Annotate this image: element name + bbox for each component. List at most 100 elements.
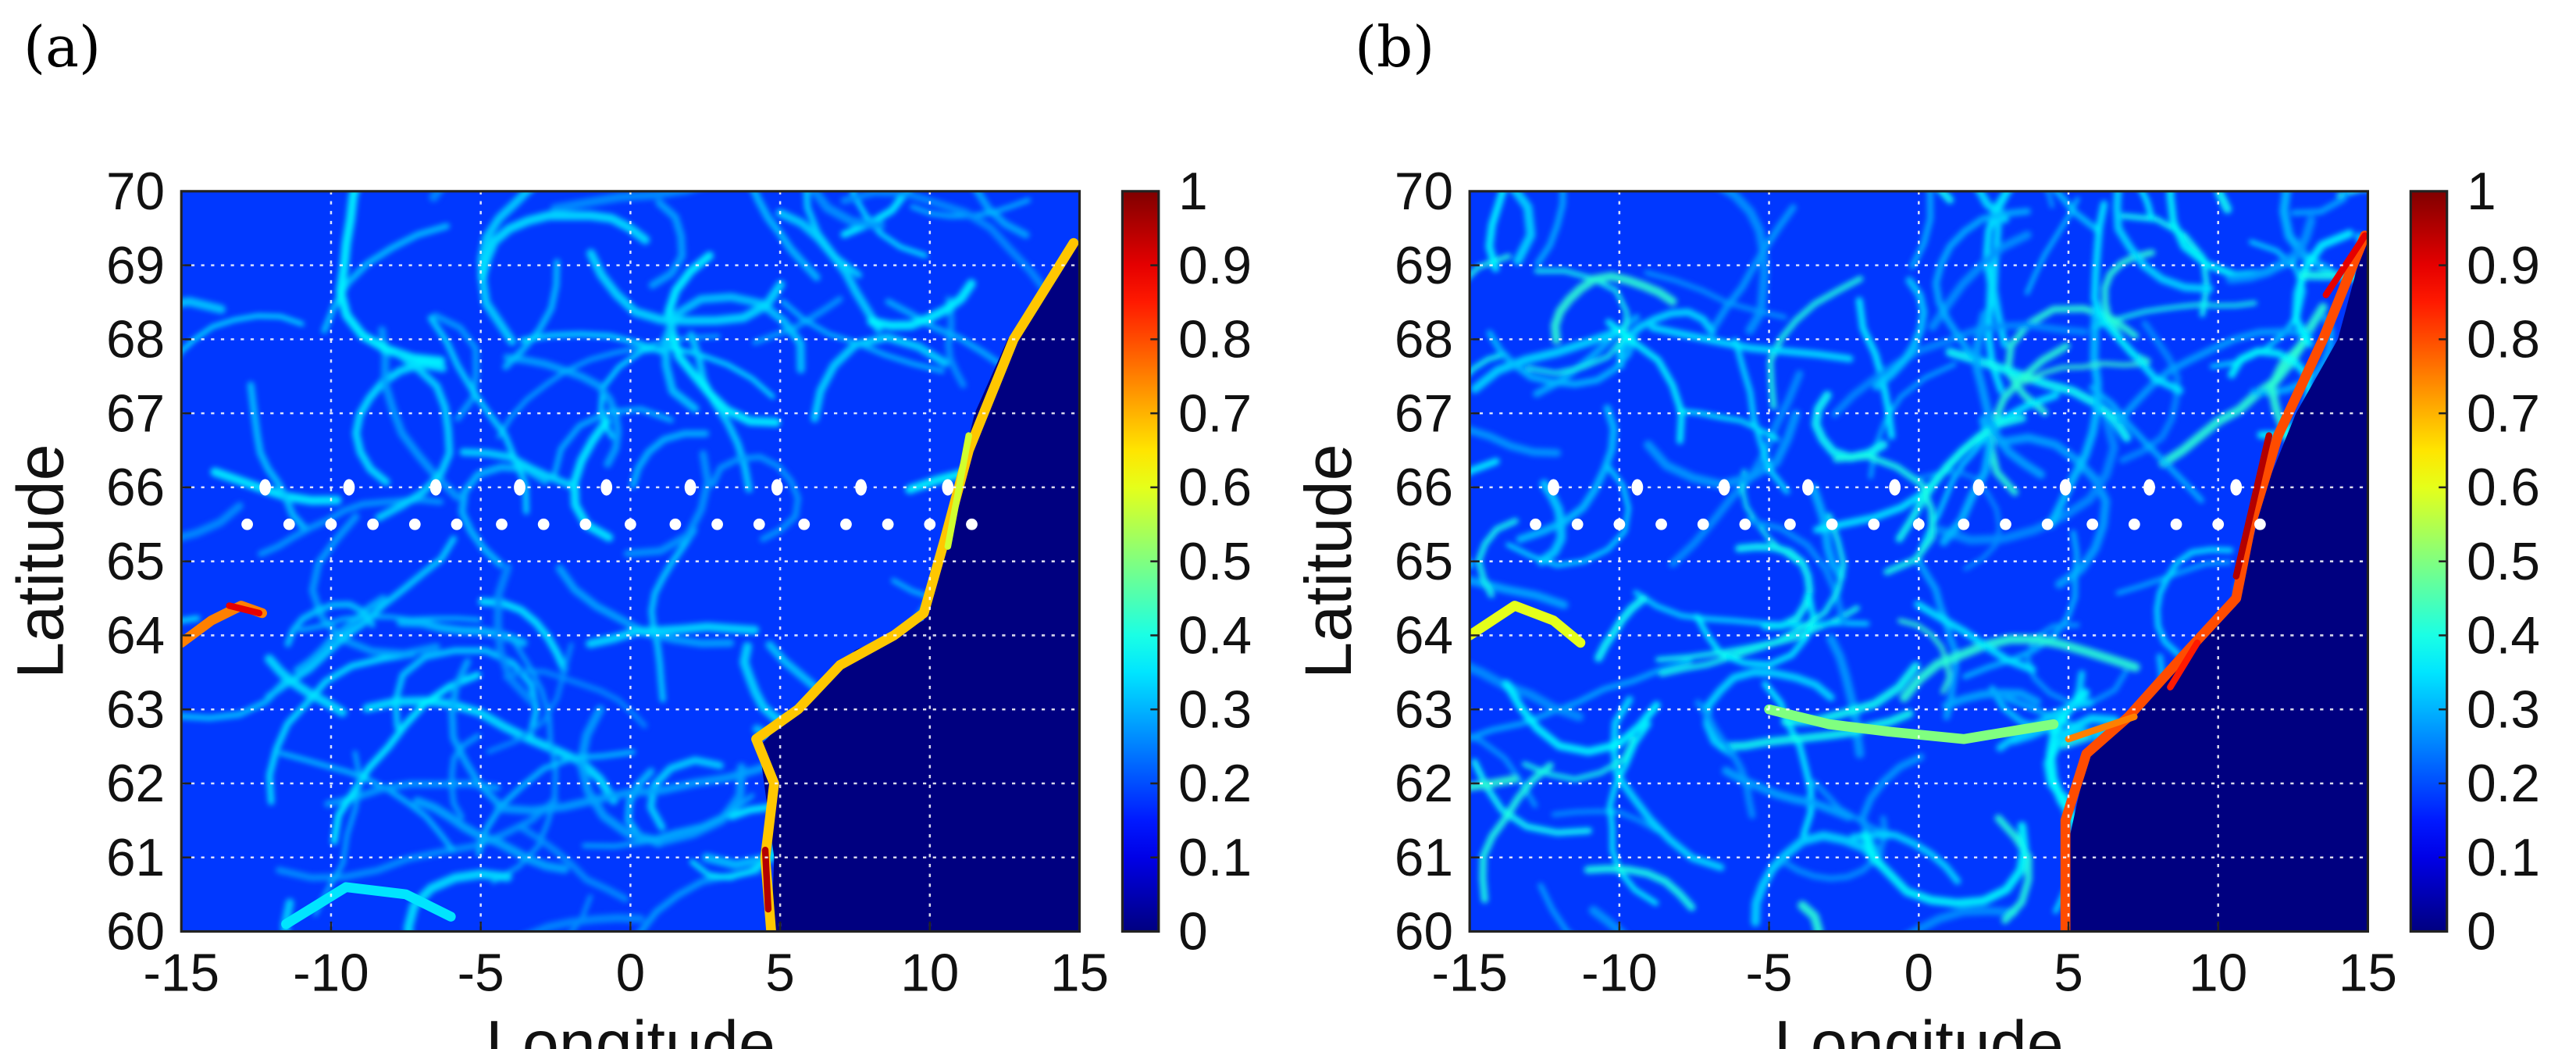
colorbar-tick-label: 0.8 [1178,311,1252,369]
heatmap-filament [1751,831,1883,927]
heatmap-filament [1633,590,1870,628]
heatmap-filament [2214,191,2232,214]
colorbar-tick-label: 0.9 [2467,237,2540,295]
y-tick-label: 63 [106,680,165,739]
heatmap-filament [404,869,512,932]
station-marker-upper [771,479,783,496]
x-tick-label: 5 [2054,944,2083,1002]
chart-a: -15 -10 -5 0 5 10 156061626364656667686970Long… [3,162,1252,1049]
heatmap-filament [181,297,226,314]
station-marker-lower [2170,518,2182,530]
station-marker-lower [1613,518,1626,530]
heatmap-filament [1936,191,1954,204]
station-marker-upper [942,479,954,496]
y-tick-label: 61 [106,829,165,887]
station-marker-upper [2059,479,2072,496]
station-marker-lower [624,518,636,530]
station-marker-lower [325,518,337,530]
heatmap-filament [1909,191,1933,269]
y-tick-label: 69 [106,237,165,295]
heatmap-filament [1470,576,1569,609]
heatmap-filament [1588,905,1626,932]
x-tick-label: 15 [2339,944,2397,1002]
heatmap-filament [1486,330,1638,387]
colorbar-tick-label: 0 [2467,903,2496,962]
heatmap-filament [803,191,862,279]
station-marker-lower [283,518,295,530]
ridge-line [1764,704,2059,744]
colorbar-tick-label: 1 [1178,162,1208,221]
station-marker-upper [1889,479,1901,496]
station-marker-lower [408,518,421,530]
heatmap-filament [2139,191,2155,220]
heatmap-filament [2225,216,2316,284]
station-marker-upper [2230,479,2243,496]
zero-region [759,243,1080,932]
heatmap-filament [284,601,376,648]
peak-line [226,602,263,617]
station-marker-lower [2086,518,2099,530]
heatmap-filament [1470,426,1562,457]
heatmap-filament [1676,409,1780,442]
heatmap-filament [432,312,479,422]
heatmap-filament [412,797,569,874]
colorbar-tick-label: 0.5 [1178,533,1252,591]
heatmap-filament [2113,191,2214,293]
heatmap-filament [1470,775,1519,791]
y-axis-title: Latitude [1292,444,1365,678]
heatmap-filament [568,894,593,932]
heatmap-filament [503,353,622,468]
station-marker-lower [1655,518,1667,530]
heatmap-filament [661,293,805,413]
heatmap-filament [478,598,568,673]
heatmap-filament [321,223,450,334]
heatmap-filament [1781,815,1889,882]
colorbar-tick-label: 0.2 [1178,755,1252,813]
y-tick-label: 62 [106,755,165,813]
station-marker-upper [684,479,697,496]
heatmap-filament [1470,458,1500,569]
colorbar-tick-label: 0.4 [2467,607,2540,665]
colorbar-tick-label: 0.2 [2467,755,2540,813]
heatmap-filament [1607,721,1659,906]
heatmap-filament [1831,321,2089,418]
x-tick-label: -15 [143,944,219,1002]
heatmap-filament [330,671,482,845]
heatmap-filament [518,823,629,903]
heatmap-filament [1551,272,1677,344]
heatmap-filament [527,914,645,932]
heatmap-filament [1808,483,1846,580]
x-tick-label: 10 [2189,944,2247,1002]
heatmap-filament [519,331,668,356]
heatmap-filament [1797,901,1823,932]
station-marker-lower [669,518,682,530]
station-marker-lower [798,518,811,530]
heatmap-filament [582,793,755,849]
heatmap-filament [392,647,540,740]
heatmap-filament [1648,323,1854,362]
ridge-line [751,237,1079,932]
heatmap-filament [1719,709,1914,751]
y-tick-label: 64 [1395,607,1453,665]
station-marker-lower [1530,518,1541,530]
heatmap-filament [362,696,618,805]
y-tick-label: 64 [106,607,165,665]
heatmap-filament [1907,906,2018,932]
heatmap-filament [1762,680,1814,838]
station-marker-lower [1868,518,1880,530]
colorbar-tick-label: 0.4 [1178,607,1252,665]
heatmap-filament [1470,662,1584,722]
station-marker-lower [2041,518,2054,530]
heatmap-filament [1722,766,1853,821]
x-tick-label: 0 [616,944,646,1002]
ridge-line [281,882,456,929]
heatmap-filament [1935,416,2118,545]
station-marker-lower [2000,518,2011,530]
heatmap-filament [2090,300,2257,330]
station-marker-lower [2128,518,2140,530]
station-markers [1530,479,2266,530]
heatmap-filament [1855,297,1895,440]
heatmap-filament [477,191,533,346]
colorbar-tick-label: 0.1 [1178,829,1252,887]
heatmap-filament [1470,734,1538,808]
